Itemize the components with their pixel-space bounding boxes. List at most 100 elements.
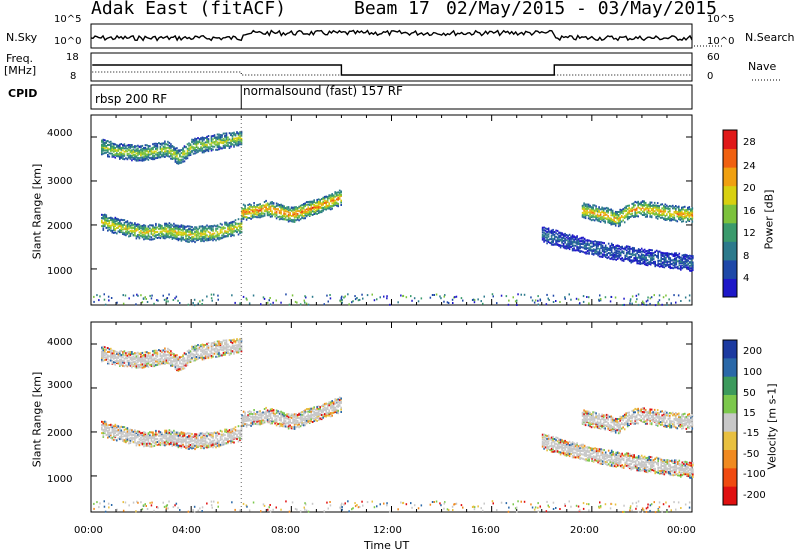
velocity-cell xyxy=(263,413,266,415)
power-cell xyxy=(162,228,165,231)
velocity-cell xyxy=(177,438,180,441)
power-cell xyxy=(138,223,141,226)
velocity-cell xyxy=(611,425,614,428)
power-cell xyxy=(316,210,318,212)
velocity-cell xyxy=(614,427,617,430)
power-cell xyxy=(188,235,190,238)
power-cell xyxy=(128,146,130,149)
velocity-cell xyxy=(105,358,108,361)
power-cell xyxy=(323,206,326,209)
velocity-cell xyxy=(171,431,174,434)
velocity-cell xyxy=(631,416,633,419)
power-cell xyxy=(114,222,117,225)
velocity-cell xyxy=(221,349,223,351)
velocity-cell xyxy=(128,353,130,356)
velocity-cell xyxy=(287,420,290,423)
velocity-cell xyxy=(206,345,208,348)
power-cell xyxy=(278,215,281,218)
velocity-cell xyxy=(128,432,130,435)
velocity-cell xyxy=(135,352,138,355)
power-cell xyxy=(589,215,591,218)
power-cell xyxy=(222,132,225,135)
power-cell xyxy=(221,147,223,150)
velocity-cell xyxy=(601,417,603,420)
power-cell xyxy=(308,204,311,206)
velocity-cell xyxy=(313,413,315,416)
power-cell xyxy=(224,223,226,226)
power-cell xyxy=(596,215,599,218)
power-cell xyxy=(134,158,136,161)
power-cell xyxy=(626,215,629,218)
power-cell xyxy=(299,204,302,207)
velocity-cell xyxy=(608,426,611,428)
velocity-cell xyxy=(257,410,260,413)
power-cell xyxy=(231,138,234,140)
power-cell xyxy=(120,147,123,150)
velocity-cell xyxy=(158,363,160,366)
power-cell xyxy=(212,239,214,242)
power-cell xyxy=(195,142,198,145)
velocity-cell xyxy=(296,425,299,428)
power-cell xyxy=(182,236,184,239)
power-cell xyxy=(602,216,605,219)
power-cell xyxy=(262,207,264,210)
power-cell xyxy=(158,151,160,154)
power-cell xyxy=(149,156,151,159)
power-cell xyxy=(134,225,136,228)
velocity-cell xyxy=(210,442,213,445)
power-cell xyxy=(135,237,138,240)
power-cell xyxy=(322,200,324,203)
velocity-cell xyxy=(146,438,148,440)
power-cell xyxy=(263,212,266,215)
power-cell xyxy=(304,212,306,215)
power-cell xyxy=(167,150,169,153)
power-cell xyxy=(158,236,160,239)
velocity-cell xyxy=(241,424,243,427)
power-cell xyxy=(186,147,189,150)
velocity-cell xyxy=(144,433,147,436)
power-cell xyxy=(167,140,169,143)
velocity-cell xyxy=(602,421,605,424)
power-cell xyxy=(641,205,644,208)
power-cell xyxy=(113,147,115,149)
power-cell xyxy=(176,238,178,241)
power-cell xyxy=(209,147,211,150)
power-cell xyxy=(189,150,192,153)
power-cell xyxy=(607,211,609,214)
power-cell xyxy=(616,222,618,225)
power-cell xyxy=(122,233,124,235)
velocity-cell xyxy=(117,351,120,354)
velocity-cell xyxy=(125,356,127,359)
velocity-cell xyxy=(623,416,626,419)
power-cell xyxy=(122,154,124,157)
power-cell xyxy=(135,229,138,232)
power-cell xyxy=(200,149,202,152)
velocity-cell xyxy=(204,348,207,351)
velocity-cell xyxy=(320,414,323,416)
power-cell xyxy=(126,152,129,155)
velocity-cell xyxy=(162,355,165,358)
velocity-cell xyxy=(137,356,139,359)
velocity-cell xyxy=(131,429,133,432)
power-cell xyxy=(628,211,630,214)
power-cell xyxy=(101,221,103,224)
power-cell xyxy=(283,207,285,210)
power-cell xyxy=(110,147,112,150)
velocity-cell xyxy=(302,411,305,414)
velocity-cell xyxy=(260,418,263,421)
velocity-cell xyxy=(625,412,627,415)
velocity-cell xyxy=(322,407,324,410)
power-cell xyxy=(122,149,124,152)
velocity-cell xyxy=(329,415,332,418)
power-cell xyxy=(204,141,207,144)
velocity-cell xyxy=(586,412,588,415)
velocity-colorbar-segment xyxy=(723,486,737,506)
velocity-cell xyxy=(113,361,115,364)
velocity-cell xyxy=(186,354,189,357)
power-cell xyxy=(632,202,635,205)
velocity-cell xyxy=(233,433,235,436)
velocity-cell xyxy=(144,356,147,359)
power-cell xyxy=(177,159,180,162)
power-cell xyxy=(128,230,130,233)
velocity-cell xyxy=(230,431,232,434)
